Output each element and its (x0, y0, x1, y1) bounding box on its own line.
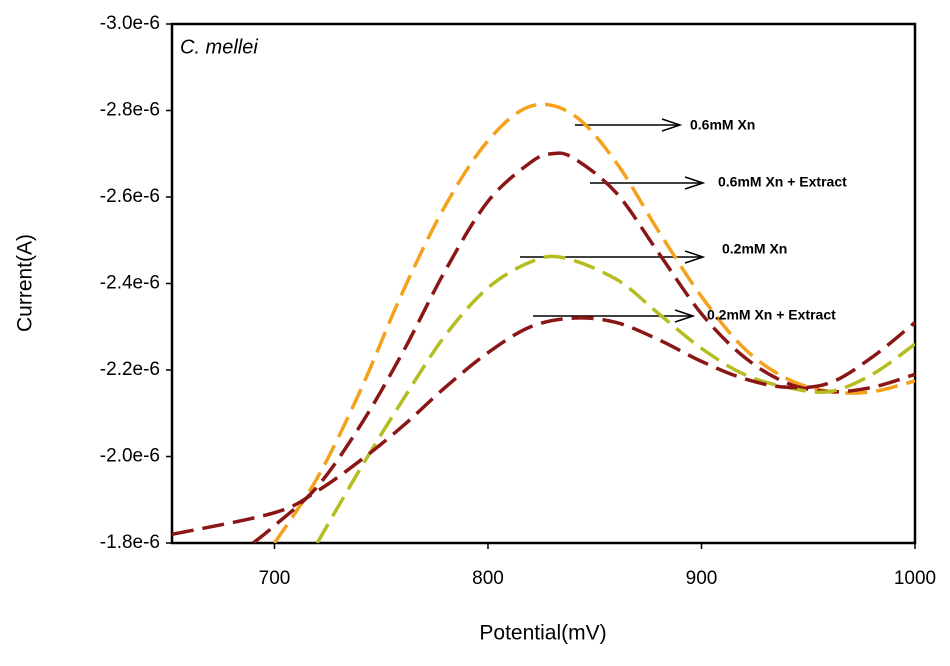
data-line (315, 254, 915, 543)
y-tick-label: -1.8e-6 (100, 532, 160, 553)
data-line (273, 102, 915, 543)
x-tick-label: 700 (259, 568, 291, 589)
y-tick-label: -2.8e-6 (100, 100, 160, 121)
data-line (172, 316, 915, 537)
y-tick-label: -2.2e-6 (100, 359, 160, 380)
x-tick-label: 1000 (894, 568, 936, 589)
x-tick-label: 900 (686, 568, 718, 589)
series-label: 0.6mM Xn (690, 117, 755, 133)
series-label: 0.2mM Xn + Extract (707, 307, 836, 323)
y-tick-label: -3.0e-6 (100, 13, 160, 34)
plot-frame (170, 22, 917, 545)
y-axis-label: Current(A) (14, 234, 37, 332)
y-tick-label: -2.6e-6 (100, 186, 160, 207)
series-label: 0.2mM Xn (722, 241, 787, 257)
data-line (252, 151, 915, 543)
y-tick-label: -2.4e-6 (100, 273, 160, 294)
panel-label: C. mellei (180, 36, 258, 58)
x-axis-label: Potential(mV) (479, 622, 606, 645)
y-tick-label: -2.0e-6 (100, 446, 160, 467)
series-label: 0.6mM Xn + Extract (718, 174, 847, 190)
x-tick-label: 800 (472, 568, 504, 589)
